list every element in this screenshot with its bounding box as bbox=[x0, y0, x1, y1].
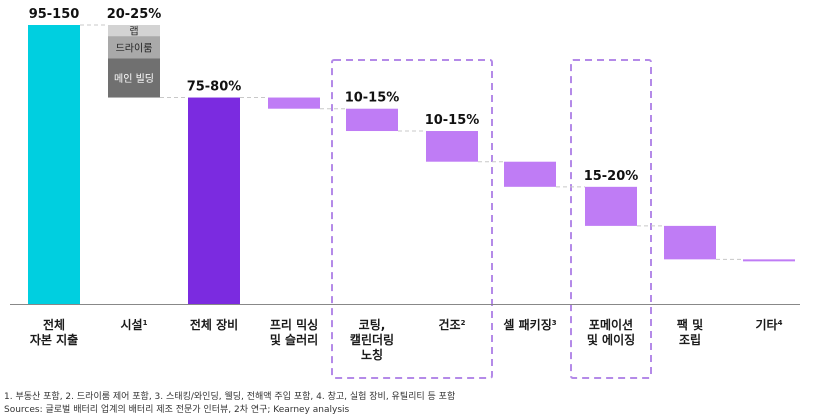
category-label: 포메이션 및 에이징 bbox=[587, 317, 635, 347]
category-label: 전체 장비 bbox=[190, 317, 238, 332]
waterfall-bar bbox=[664, 225, 716, 260]
waterfall-bar bbox=[28, 25, 80, 304]
stack-segment-bar bbox=[108, 36, 160, 59]
waterfall-bar bbox=[504, 161, 556, 187]
category-label: 전체 자본 지출 bbox=[30, 317, 78, 347]
highlight-box-1 bbox=[331, 59, 493, 379]
waterfall-bar bbox=[188, 97, 240, 304]
stack-segment-bar bbox=[108, 58, 160, 98]
category-label: 건조2 bbox=[439, 317, 466, 332]
category-label: 기타4 bbox=[756, 317, 783, 332]
category-label: 셀 패키징3 bbox=[503, 317, 556, 332]
waterfall-bar bbox=[268, 97, 320, 109]
bar-value-label: 10-15% bbox=[345, 91, 400, 106]
bar-value-label: 10-15% bbox=[425, 113, 480, 128]
stack-segment-label: 드라이룸 bbox=[116, 42, 153, 54]
waterfall-bar bbox=[743, 259, 795, 262]
category-label: 코팅, 캘린더링 노칭 bbox=[350, 317, 394, 362]
bar-value-label: 15-20% bbox=[584, 169, 639, 184]
stack-segment-label: 랩 bbox=[129, 26, 138, 38]
bar-value-label: 95-150 bbox=[29, 7, 80, 22]
highlight-box-2 bbox=[570, 59, 652, 379]
category-label: 프리 믹싱 및 슬러리 bbox=[270, 317, 318, 347]
category-label: 팩 및 조립 bbox=[677, 317, 703, 347]
stack-segment-bar bbox=[108, 25, 160, 37]
bar-value-label: 75-80% bbox=[187, 80, 242, 95]
waterfall-bar bbox=[585, 186, 637, 226]
bar-value-label: 20-25% bbox=[107, 7, 162, 22]
waterfall-bar bbox=[426, 131, 478, 162]
stack-segment-label: 메인 빌딩 bbox=[114, 73, 154, 85]
footnote-definitions: 1. 부동산 포함, 2. 드라이룸 제어 포함, 3. 스태킹/와인딩, 웰딩… bbox=[4, 392, 456, 402]
waterfall-bar bbox=[346, 108, 398, 132]
footnote-sources: Sources: 글로벌 배터리 업계의 배터리 제조 전문가 인터뷰, 2차 … bbox=[4, 405, 350, 415]
category-label: 시설1 bbox=[121, 317, 148, 332]
